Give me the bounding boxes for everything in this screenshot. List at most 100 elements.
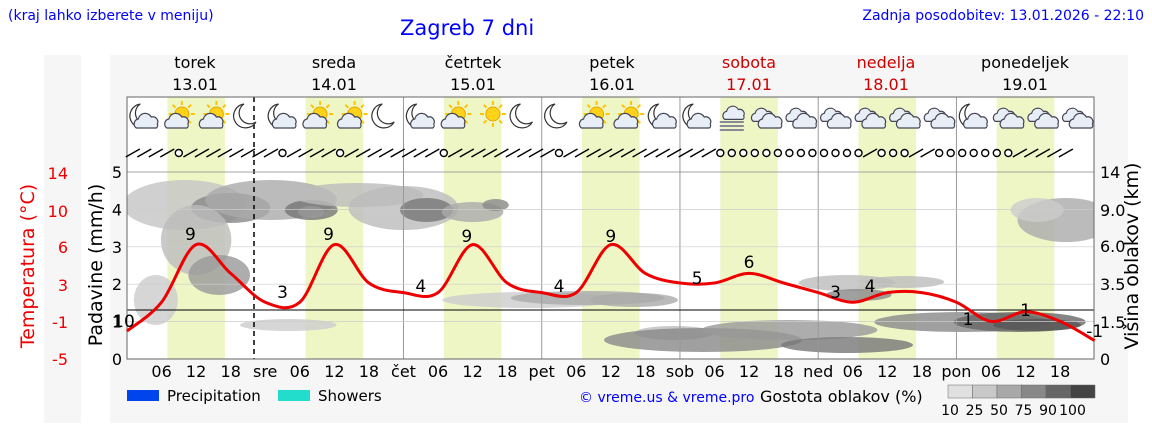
wind-calm	[554, 148, 564, 158]
cloud-icon	[1027, 107, 1059, 129]
cloud-density-value: 75	[1015, 403, 1033, 419]
wind-calm	[727, 148, 736, 158]
wind-calm	[808, 148, 817, 158]
wind-barb	[413, 148, 429, 158]
wind-barb	[920, 148, 935, 158]
cloud-density-area	[701, 320, 878, 340]
wind-barb	[252, 148, 267, 158]
wind-calm	[831, 148, 840, 158]
cloud-height-tick: 0	[1100, 350, 1110, 369]
temperature-label: 9	[461, 227, 472, 247]
wind-barb	[908, 148, 924, 158]
wind-barb	[298, 148, 313, 158]
hour-tick: 12	[186, 362, 206, 381]
wind-barb	[597, 148, 613, 158]
day-date: 17.01	[726, 75, 772, 94]
sun-icon	[479, 101, 506, 127]
temp-tick: 10	[48, 202, 68, 221]
wind-barb	[309, 148, 325, 158]
wind-calm	[969, 148, 978, 158]
wind-barb	[286, 148, 302, 158]
moon-cloud-icon	[129, 103, 159, 129]
legend-swatch	[127, 390, 159, 401]
moon-cloud-icon	[682, 103, 712, 129]
day-date: 14.01	[311, 75, 357, 94]
wind-calm	[958, 148, 967, 158]
fog-icon	[719, 105, 745, 131]
wind-calm	[935, 148, 944, 158]
moon-icon	[371, 103, 395, 129]
day-name: nedelja	[857, 53, 916, 72]
sun-cloud-icon	[440, 101, 472, 129]
wind-barb	[540, 148, 555, 158]
wind-calm	[992, 148, 1001, 158]
cloud-density-area	[865, 276, 945, 288]
cloud-density-area	[781, 337, 913, 353]
day-name: ponedeljek	[981, 53, 1070, 72]
menu-hint: (kraj lahko izberete v meniju)	[8, 8, 214, 24]
wind-calm	[981, 148, 990, 158]
wind-barb	[505, 148, 521, 158]
cloud-density-area	[1010, 198, 1064, 222]
temp-tick: 14	[48, 164, 68, 183]
daylight-band	[305, 97, 364, 359]
cloud-density-swatch	[996, 384, 1022, 399]
wind-barb	[471, 148, 486, 158]
wind-barb	[643, 148, 659, 158]
moon-icon	[233, 103, 257, 129]
temperature-label: 10	[113, 312, 135, 332]
legend-label: Showers	[318, 387, 382, 405]
day-tick: čet	[391, 362, 416, 381]
cloud-density-value: 25	[966, 403, 984, 419]
copyright-link[interactable]: © vreme.us & vreme.pro	[579, 390, 754, 406]
cloud-density-value: 50	[990, 403, 1008, 419]
moon-cloud-icon	[267, 103, 297, 129]
wind-barb	[586, 148, 601, 158]
day-tick: sob	[666, 362, 694, 381]
moon-cloud-icon	[405, 103, 435, 129]
day-name: četrtek	[445, 53, 503, 72]
daylight-band	[443, 97, 502, 359]
hour-tick: 18	[912, 362, 932, 381]
wind-barb	[424, 148, 440, 158]
wind-barb	[563, 148, 578, 158]
cloud-density-legend-label: Gostota oblakov (%)	[760, 387, 923, 406]
cloud-icon	[820, 107, 852, 129]
wind-calm	[946, 148, 955, 158]
moon-cloud-icon	[958, 103, 988, 129]
sun-cloud-icon	[336, 101, 368, 129]
cloud-icon	[923, 107, 956, 129]
wind-calm	[900, 148, 909, 158]
wind-calm	[819, 148, 829, 158]
sun-cloud-icon	[164, 101, 195, 129]
temp-tick: -1	[52, 313, 68, 332]
cloud-density-swatch	[972, 384, 998, 399]
wind-barb	[1023, 148, 1039, 158]
temperature-label: 3	[277, 283, 288, 303]
wind-calm	[750, 148, 759, 158]
wind-barb	[701, 148, 717, 158]
wind-barb	[159, 148, 175, 158]
hour-tick: 06	[981, 362, 1001, 381]
cloud-height-tick: 14	[1100, 163, 1120, 182]
wind-barb	[517, 148, 532, 158]
hour-tick: 18	[359, 362, 379, 381]
hour-tick: 12	[739, 362, 759, 381]
wind-barb	[574, 148, 590, 158]
wind-calm	[716, 148, 725, 158]
wind-barb	[482, 148, 498, 158]
wind-barb	[1058, 148, 1074, 158]
wind-calm	[1004, 148, 1013, 158]
temperature-label: 9	[185, 225, 196, 245]
hour-tick: 06	[566, 362, 586, 381]
wind-barb	[1012, 148, 1028, 158]
wind-calm	[888, 148, 898, 158]
hour-tick: 12	[877, 362, 897, 381]
day-date: 18.01	[863, 75, 909, 94]
wind-barb	[609, 148, 624, 158]
sun-cloud-icon	[578, 101, 610, 129]
wind-barb	[494, 148, 509, 158]
cloud-icon	[750, 107, 783, 129]
wind-barb	[263, 148, 279, 158]
